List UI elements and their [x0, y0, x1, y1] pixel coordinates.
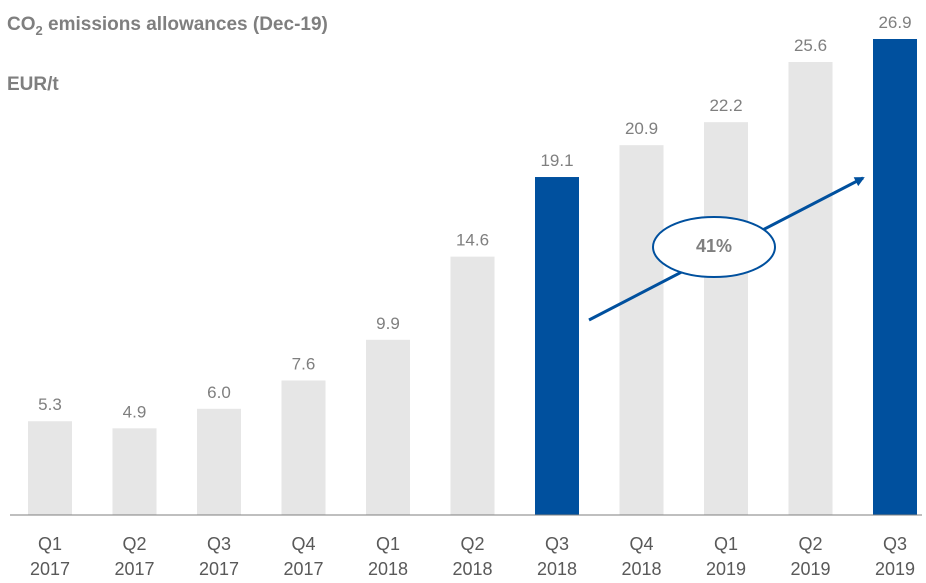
value-label: 4.9: [123, 402, 147, 421]
bar-q4-2017: [281, 380, 326, 515]
category-label-quarter: Q2: [460, 534, 484, 554]
category-label-quarter: Q1: [376, 534, 400, 554]
category-label-year: 2018: [621, 559, 661, 579]
value-label: 25.6: [794, 36, 827, 55]
category-label-quarter: Q1: [714, 534, 738, 554]
category-label-year: 2017: [30, 559, 70, 579]
chart-title: CO2 emissions allowances (Dec-19): [7, 14, 328, 38]
category-label-year: 2018: [368, 559, 408, 579]
bar-q3-2018: [535, 177, 579, 515]
category-label-quarter: Q4: [629, 534, 653, 554]
category-label-year: 2018: [537, 559, 577, 579]
growth-annotation-ellipse: [652, 216, 776, 278]
bar-q2-2018: [450, 256, 495, 515]
bar-q3-2017: [197, 408, 241, 515]
category-label-quarter: Q3: [883, 534, 907, 554]
bar-q1-2019: [704, 122, 748, 515]
bars-group: [28, 39, 917, 515]
category-label-quarter: Q3: [207, 534, 231, 554]
bar-q3-2019: [873, 39, 917, 515]
category-label-year: 2017: [114, 559, 154, 579]
value-label: 5.3: [38, 395, 62, 414]
category-label-year: 2017: [283, 559, 323, 579]
value-label: 19.1: [540, 151, 573, 170]
category-label-quarter: Q3: [545, 534, 569, 554]
value-label: 26.9: [878, 13, 911, 32]
value-label: 6.0: [207, 383, 231, 402]
value-label: 9.9: [376, 314, 400, 333]
category-label-quarter: Q2: [798, 534, 822, 554]
title-subscript: 2: [36, 23, 43, 38]
value-label: 7.6: [292, 355, 316, 374]
value-labels-group: 5.3 4.9 6.0 7.6 9.9 14.6 19.1 20.9 22.2 25.6 26.9: [38, 13, 911, 421]
category-label-year: 2019: [875, 559, 915, 579]
title-prefix: CO: [7, 14, 36, 35]
bar-q1-2018: [366, 339, 410, 515]
unit-label: EUR/t: [7, 74, 59, 95]
category-labels-group: Q1 2017 Q2 2017 Q3 2017 Q4 2017 Q1 2018 Q2 2018 Q3 20…: [30, 534, 915, 579]
growth-annotation-label: 41%: [696, 236, 732, 256]
title-suffix: emissions allowances (Dec-19): [43, 14, 328, 35]
category-label-quarter: Q2: [122, 534, 146, 554]
bar-q4-2018: [619, 145, 664, 515]
category-label-quarter: Q1: [38, 534, 62, 554]
bar-q2-2019: [788, 62, 833, 515]
category-label-year: 2019: [790, 559, 830, 579]
bar-q2-2017: [112, 428, 157, 515]
value-label: 20.9: [625, 119, 658, 138]
category-label-year: 2018: [452, 559, 492, 579]
category-label-quarter: Q4: [291, 534, 315, 554]
category-label-year: 2019: [706, 559, 746, 579]
value-label: 22.2: [709, 96, 742, 115]
bar-q1-2017: [28, 421, 72, 515]
value-label: 14.6: [456, 231, 489, 250]
category-label-year: 2017: [199, 559, 239, 579]
